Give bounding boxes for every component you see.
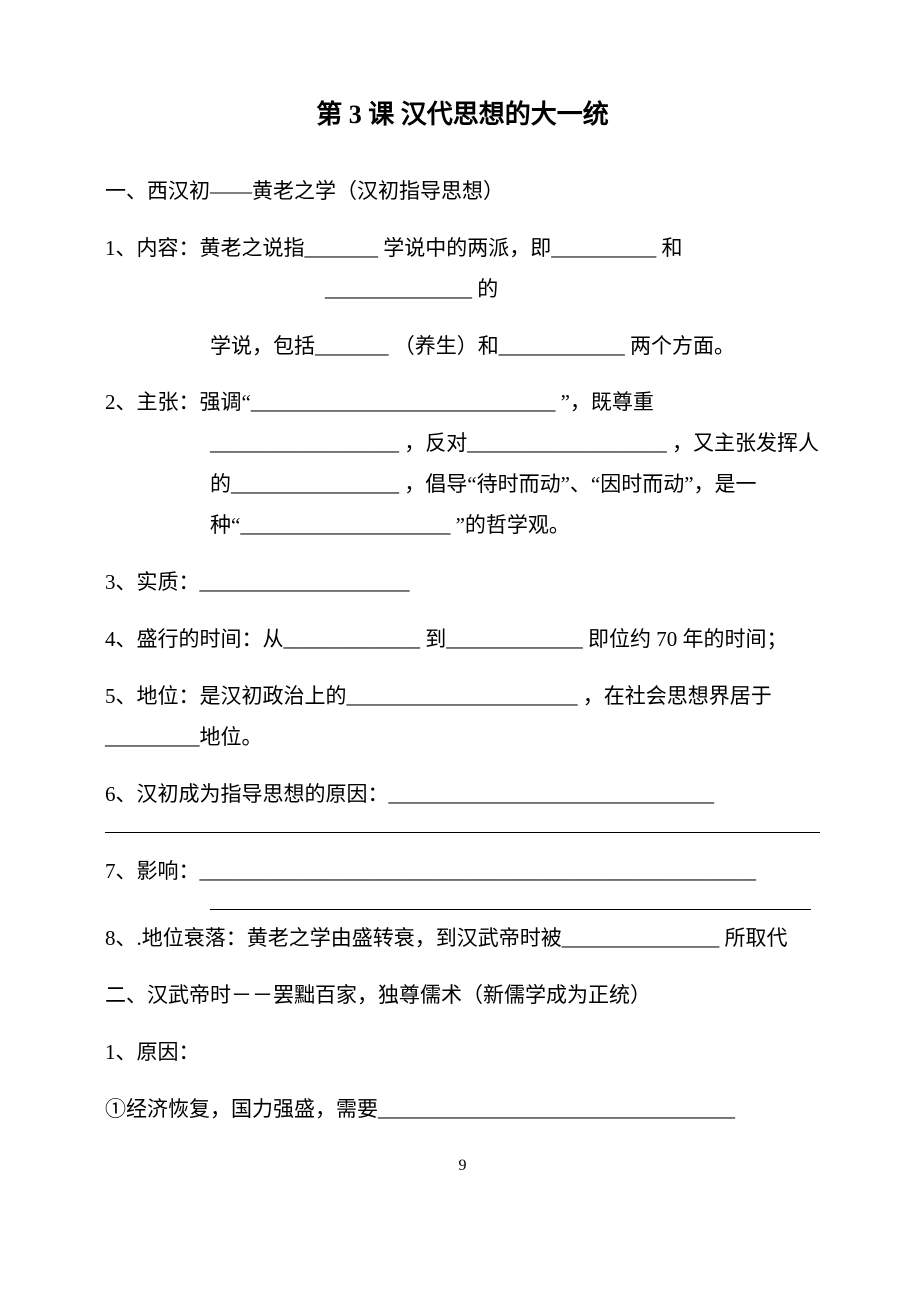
section-1-heading: 一、西汉初——黄老之学（汉初指导思想） xyxy=(105,171,820,212)
item-1: 1、内容：黄老之说指_______ 学说中的两派，即__________ 和 _… xyxy=(105,228,820,310)
item-2-line-2: __________________ ，反对__________________… xyxy=(105,423,820,546)
item-2-1-1: ①经济恢复，国力强盛，需要___________________________… xyxy=(105,1089,820,1130)
page-number: 9 xyxy=(105,1150,820,1181)
item-3: 3、实质：____________________ xyxy=(105,562,820,603)
worksheet-page: 第 3 课 汉代思想的大一统 一、西汉初——黄老之学（汉初指导思想） 1、内容：… xyxy=(0,0,920,1221)
item-1-line-3: 学说，包括_______ （养生）和____________ 两个方面。 xyxy=(105,326,820,367)
section-2-heading: 二、汉武帝时－－罢黜百家，独尊儒术（新儒学成为正统） xyxy=(105,975,820,1016)
lesson-title: 第 3 课 汉代思想的大一统 xyxy=(105,90,820,141)
item-6: 6、汉初成为指导思想的原因：__________________________… xyxy=(105,774,820,815)
item-1-line-1: 1、内容：黄老之说指_______ 学说中的两派，即__________ 和 xyxy=(105,236,683,260)
item-4: 4、盛行的时间：从_____________ 到_____________ 即位… xyxy=(105,619,820,660)
blank-line-1 xyxy=(105,831,820,833)
item-2-1: 1、原因： xyxy=(105,1032,820,1073)
blank-line-2 xyxy=(210,908,811,910)
item-5: 5、地位：是汉初政治上的______________________ ，在社会思… xyxy=(105,676,820,758)
item-2-line-1: 2、主张：强调“_____________________________ ”，… xyxy=(105,390,654,414)
item-1-line-2: ______________ 的 xyxy=(105,269,498,310)
item-2: 2、主张：强调“_____________________________ ”，… xyxy=(105,382,820,546)
item-7: 7、影响：___________________________________… xyxy=(105,851,820,892)
item-8: 8、.地位衰落：黄老之学由盛转衰，到汉武帝时被_______________ 所… xyxy=(105,918,820,959)
